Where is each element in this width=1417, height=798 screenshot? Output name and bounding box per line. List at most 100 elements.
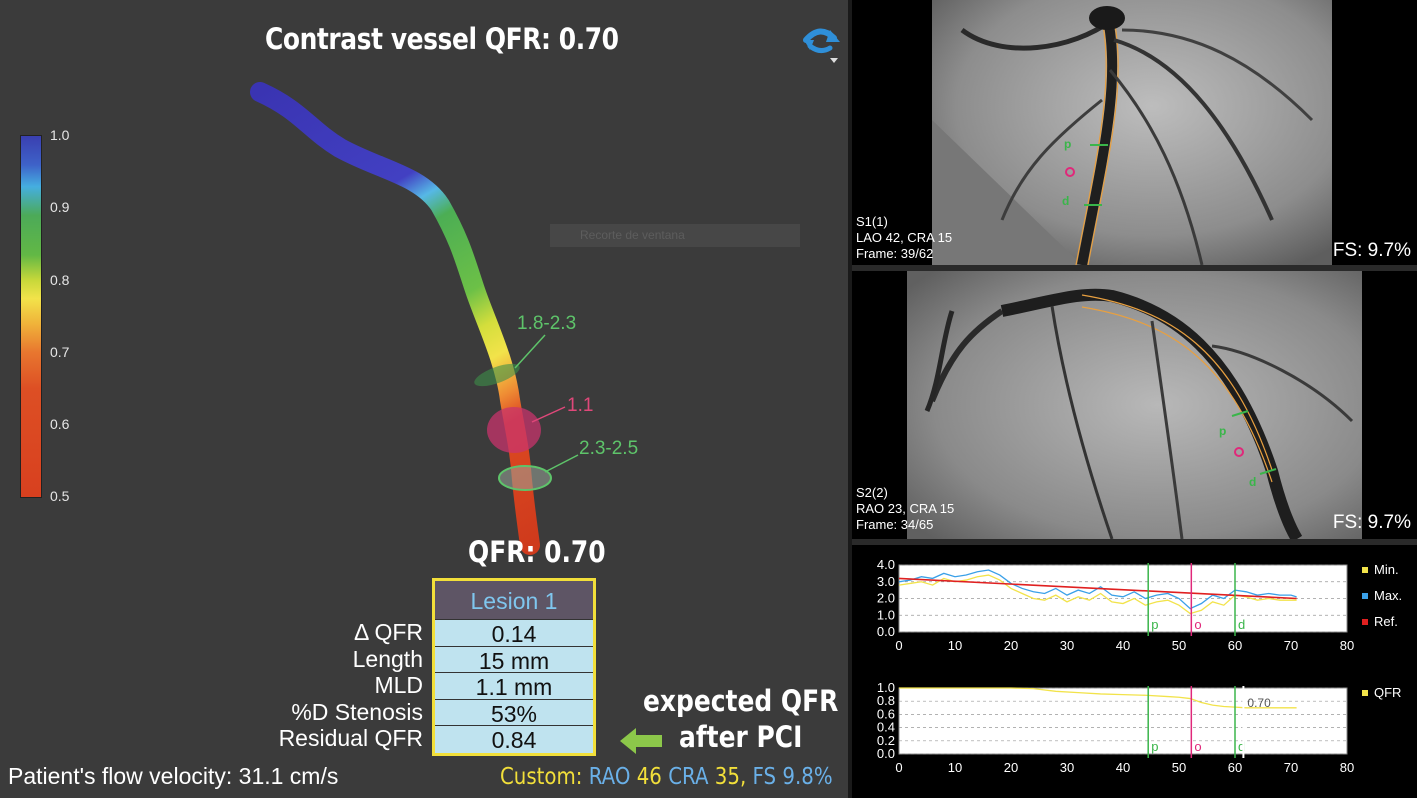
- legend-swatch: [1362, 619, 1368, 625]
- x-tick-label: 60: [1228, 638, 1242, 653]
- custom-label: Custom:: [500, 764, 583, 790]
- colorbar-tick: 0.5: [50, 488, 70, 504]
- y-tick-label: 4.0: [877, 557, 895, 572]
- proximal-diameter-label: 1.8-2.3: [517, 313, 577, 334]
- distal-diameter-label: 2.3-2.5: [579, 438, 639, 459]
- y-tick-label: 1.0: [877, 607, 895, 622]
- y-tick-label: 1.0: [877, 680, 895, 695]
- legend-swatch: [1362, 593, 1368, 599]
- row-label: Length: [352, 645, 423, 672]
- svg-text:p: p: [1219, 424, 1226, 438]
- row-label: Residual QFR: [278, 725, 423, 751]
- colorbar-tick: 0.7: [50, 344, 70, 360]
- fs-value: 9.8%: [782, 764, 833, 790]
- x-tick-label: 80: [1340, 760, 1354, 775]
- qfr-chart: 1.00.80.60.40.20.00 10 20 30 40 50 60 70 80 p o d 0.…: [877, 680, 1402, 775]
- lesion-row-labels: Δ QFR Length MLD %D Stenosis Residual QF…: [279, 618, 423, 751]
- y-tick-label: 0.4: [877, 720, 895, 735]
- frame-scale-label: FS: 9.7%: [1332, 240, 1411, 261]
- angiogram-view-1[interactable]: p d S1(1) LAO 42, CRA 15 Frame: 39/62 FS…: [852, 0, 1417, 265]
- x-tick-label: 60: [1228, 760, 1242, 775]
- qfr-value: QFR: 0.70: [468, 535, 606, 569]
- marker-label: o: [1194, 739, 1201, 754]
- marker-label: d: [1238, 617, 1245, 632]
- colorbar-tick: 0.6: [50, 416, 70, 432]
- frame-label: Frame: 39/62: [856, 246, 934, 261]
- lesion-marker: [487, 407, 541, 453]
- colorbar-tick: 1.0: [50, 127, 70, 143]
- rao-label: RAO: [588, 764, 631, 790]
- x-tick-label: 70: [1284, 638, 1298, 653]
- y-tick-label: 0.0: [877, 624, 895, 639]
- legend-swatch: [1362, 567, 1368, 573]
- page-title: Contrast vessel QFR: 0.70: [265, 22, 619, 56]
- flow-velocity: Patient's flow velocity: 31.1 cm/s: [8, 763, 339, 789]
- marker-label: d: [1238, 739, 1245, 754]
- fs-label: FS: [752, 764, 777, 790]
- series-label: S1(1): [856, 214, 888, 229]
- lesion-value: 53%: [435, 700, 593, 727]
- x-tick-label: 50: [1172, 760, 1186, 775]
- x-tick-label: 40: [1116, 638, 1130, 653]
- expected-line-2: after PCI: [678, 720, 803, 754]
- vessel-3d-model: [250, 82, 579, 555]
- x-tick-label: 20: [1004, 760, 1018, 775]
- window-snip-tooltip: Recorte de ventana: [550, 224, 800, 247]
- svg-text:d: d: [1249, 475, 1256, 489]
- lesion-value: 0.84: [491, 727, 537, 753]
- cra-label: CRA: [668, 764, 709, 790]
- lesion-value: 15 mm: [435, 647, 593, 674]
- row-label: MLD: [374, 672, 423, 698]
- proximal-reference-ring: [474, 363, 520, 387]
- plot-area: [898, 687, 1348, 755]
- legend-swatch: [1362, 690, 1368, 696]
- y-tick-label: 0.6: [877, 706, 895, 721]
- series-label: S2(2): [856, 485, 888, 500]
- expected-line-1: expected QFR: [643, 684, 839, 718]
- qfr-annotation: 0.70: [1247, 696, 1271, 710]
- frame-label: Frame: 34/65: [856, 517, 934, 532]
- lesion-diameter-label: 1.1: [567, 395, 594, 416]
- angiogram-image-1: p d: [932, 0, 1332, 265]
- x-tick-label: 0: [895, 638, 902, 653]
- arrow-left-icon: [620, 728, 662, 754]
- x-tick-label: 50: [1172, 638, 1186, 653]
- series-line: [899, 687, 1297, 709]
- distal-reference-ring: [498, 465, 552, 491]
- x-tick-label: 40: [1116, 760, 1130, 775]
- x-tick-label: 10: [948, 638, 962, 653]
- angiogram-view-2[interactable]: p d S2(2) RAO 23, CRA 15 Frame: 34/65 FS…: [852, 271, 1417, 539]
- diameter-plot[interactable]: 4.0 3.0 2.0 1.0 0.0 0 10 20 30 40 50 60 70 80 p o d Min. M…: [852, 545, 1417, 670]
- y-tick-label: 2.0: [877, 591, 895, 606]
- x-tick-label: 80: [1340, 638, 1354, 653]
- angle-label: LAO 42, CRA 15: [856, 230, 953, 245]
- svg-text:p: p: [1064, 137, 1071, 151]
- qfr-3d-view: Contrast vessel QFR: 0.70 1.0 0.9 0.8 0.…: [8, 20, 840, 790]
- angiography-panel: p d S1(1) LAO 42, CRA 15 Frame: 39/62 FS…: [852, 0, 1417, 798]
- angiogram-image-2: p d: [907, 271, 1362, 539]
- series-line: [898, 577, 1297, 600]
- lesion-table: Lesion 1 0.14 15 mm 1.1 mm 53% 0.84: [432, 578, 596, 756]
- marker-label: p: [1151, 617, 1158, 632]
- legend-label: Ref.: [1374, 614, 1398, 629]
- lesion-header: Lesion 1: [435, 581, 593, 620]
- x-tick-label: 0: [895, 760, 902, 775]
- frame-scale-label: FS: 9.7%: [1332, 512, 1411, 533]
- legend-label: QFR: [1374, 685, 1401, 700]
- x-tick-label: 30: [1060, 760, 1074, 775]
- y-tick-label: 0.2: [877, 733, 895, 748]
- qfr-colorbar: [20, 135, 42, 498]
- view-separator: [852, 265, 1417, 271]
- lesion-value: 1.1 mm: [435, 673, 593, 700]
- x-tick-label: 30: [1060, 638, 1074, 653]
- marker-label: o: [1194, 617, 1201, 632]
- panel-divider[interactable]: [848, 0, 852, 798]
- legend-label: Max.: [1374, 588, 1402, 603]
- marker-label: p: [1151, 739, 1158, 754]
- colorbar-tick: 0.9: [50, 199, 70, 215]
- rotate-view-icon[interactable]: [800, 20, 840, 64]
- row-label: %D Stenosis: [291, 698, 423, 725]
- x-tick-label: 20: [1004, 638, 1018, 653]
- qfr-plot[interactable]: 1.0 0.8 0.6 0.4 0.2 0.0 0 10 20 30 40 50 60 70 80 p o d 0.…: [852, 670, 1417, 798]
- x-tick-label: 70: [1284, 760, 1298, 775]
